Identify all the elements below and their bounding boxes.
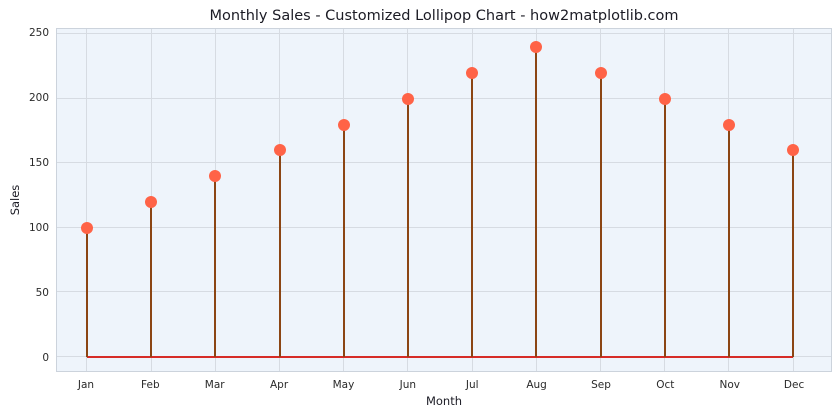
x-tick-label: Jan — [77, 379, 95, 391]
y-tick-label: 0 — [42, 351, 49, 364]
lollipop-stem — [599, 72, 602, 357]
lollipop-marker — [466, 66, 479, 79]
lollipop-stem — [150, 201, 153, 357]
x-tick-label: Jul — [465, 379, 479, 391]
lollipop-stem — [663, 98, 666, 357]
x-tick-label: Aug — [526, 379, 547, 391]
lollipop-stem — [278, 150, 281, 357]
y-tick-label: 100 — [28, 221, 49, 234]
h-gridline — [57, 97, 831, 99]
x-tick-label: Sep — [591, 379, 611, 391]
h-gridline — [57, 291, 831, 293]
lollipop-stem — [727, 124, 730, 357]
x-axis-label: Month — [425, 394, 463, 408]
lollipop-marker — [787, 144, 800, 157]
x-tick-label: Dec — [783, 379, 805, 391]
lollipop-marker — [80, 221, 93, 234]
x-tick-label: Feb — [141, 379, 160, 391]
lollipop-marker — [658, 92, 671, 105]
lollipop-stem — [792, 150, 795, 357]
x-tick-label: Apr — [269, 379, 289, 391]
lollipop-stem — [85, 227, 88, 357]
y-axis-label: Sales — [8, 184, 22, 216]
chart-title: Monthly Sales - Customized Lollipop Char… — [209, 8, 679, 24]
lollipop-marker — [530, 41, 543, 54]
h-gridline — [57, 33, 831, 35]
v-gridline — [86, 29, 88, 371]
baseline-line — [86, 355, 794, 358]
lollipop-stem — [471, 72, 474, 357]
lollipop-marker — [273, 144, 286, 157]
lollipop-marker — [401, 92, 414, 105]
lollipop-marker — [722, 118, 735, 131]
h-gridline — [57, 226, 831, 228]
y-tick-label: 200 — [28, 92, 49, 105]
lollipop-stem — [342, 124, 345, 357]
lollipop-stem — [535, 47, 538, 357]
y-tick-label: 50 — [35, 286, 49, 299]
x-tick-label: May — [332, 379, 355, 391]
lollipop-marker — [209, 170, 222, 183]
y-tick-label: 150 — [28, 157, 49, 169]
y-tick-label: 250 — [28, 27, 49, 40]
x-tick-label: Nov — [719, 379, 740, 391]
x-tick-label: Oct — [656, 379, 675, 391]
lollipop-marker — [145, 195, 158, 208]
h-gridline — [57, 162, 831, 164]
lollipop-stem — [214, 176, 217, 357]
x-tick-label: Mar — [204, 379, 225, 391]
lollipop-marker — [594, 66, 607, 79]
x-tick-label: Jun — [399, 379, 417, 391]
lollipop-stem — [406, 98, 409, 357]
plot-area — [56, 28, 832, 372]
lollipop-marker — [337, 118, 350, 131]
